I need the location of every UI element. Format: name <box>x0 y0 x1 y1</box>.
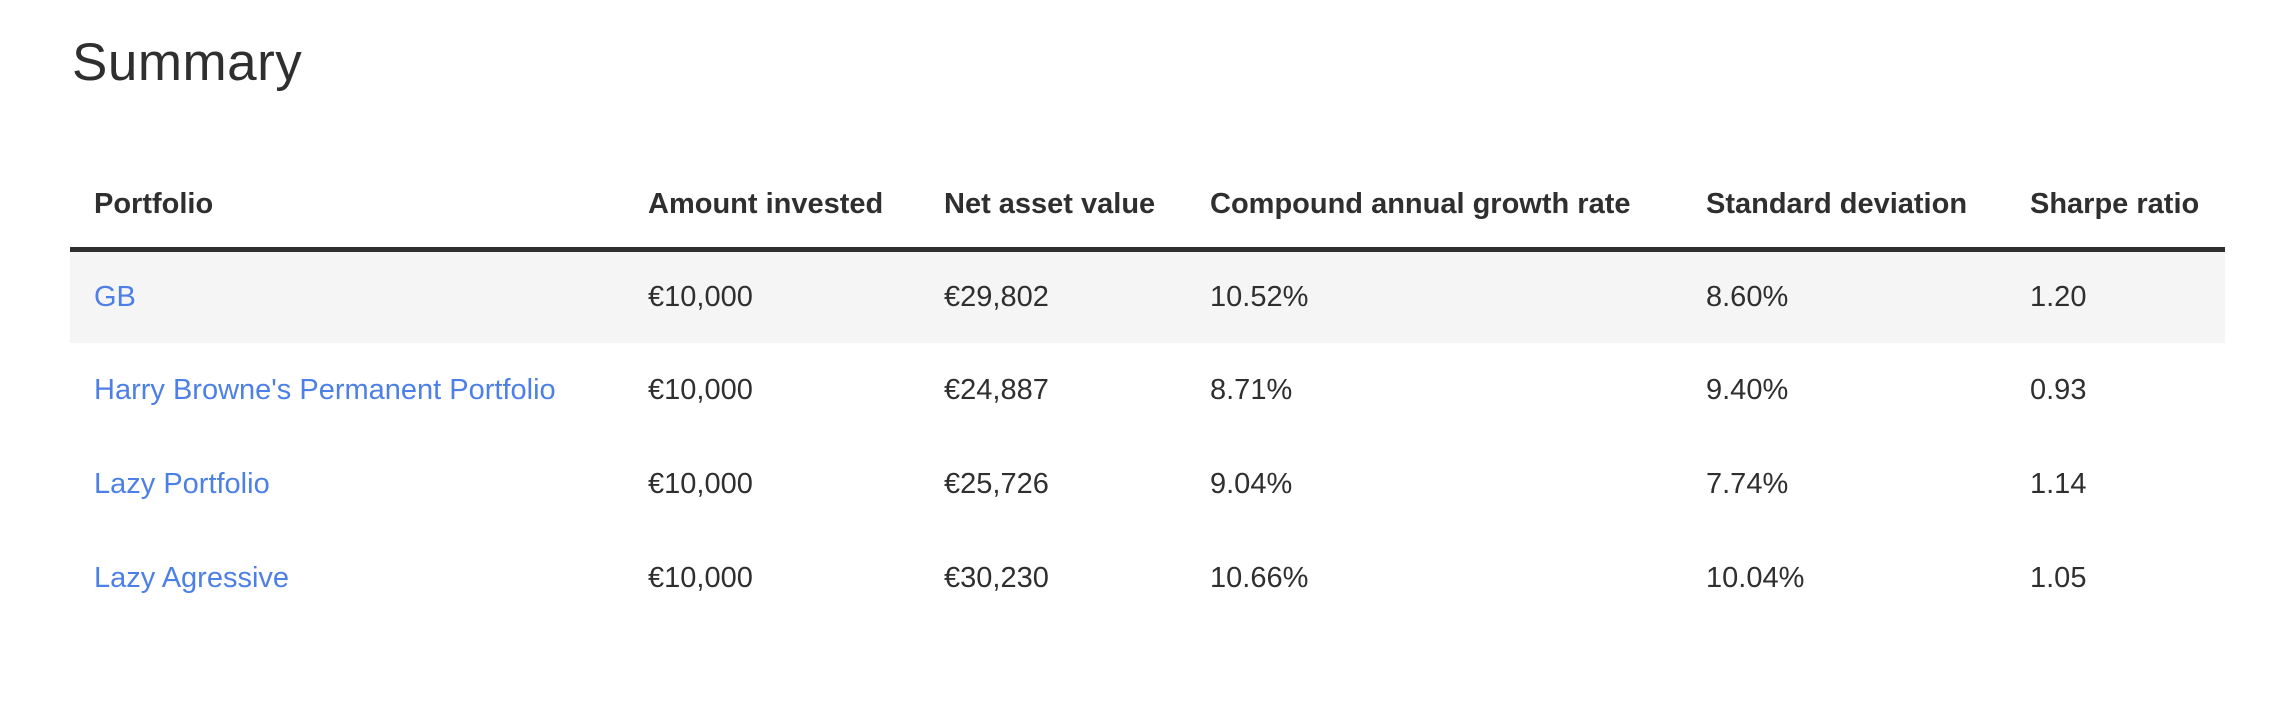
amount-invested-cell: €10,000 <box>648 467 753 500</box>
cagr-cell: 9.04% <box>1210 467 1293 500</box>
column-header-standard-deviation: Standard deviation <box>1682 161 2006 252</box>
column-header-cagr: Compound annual growth rate <box>1186 161 1682 252</box>
cagr-cell: 10.66% <box>1210 561 1309 594</box>
summary-table: Portfolio Amount invested Net asset valu… <box>70 161 2225 625</box>
sharpe-ratio-cell: 1.20 <box>2030 281 2087 313</box>
column-header-portfolio: Portfolio <box>70 161 624 252</box>
portfolio-cell: Harry Browne's Permanent Portfolio <box>70 343 624 437</box>
table-header-row: Portfolio Amount invested Net asset valu… <box>70 161 2225 252</box>
portfolio-cell: GB <box>70 249 624 343</box>
portfolio-link[interactable]: GB <box>94 281 136 313</box>
sharpe-ratio-cell: 0.93 <box>2030 373 2087 406</box>
standard-deviation-cell: 8.60% <box>1706 281 1789 313</box>
net-asset-value-cell: €25,726 <box>944 467 1049 500</box>
amount-invested-cell: €10,000 <box>648 373 753 406</box>
portfolio-link[interactable]: Harry Browne's Permanent Portfolio <box>94 373 556 406</box>
table-row: Lazy Portfolio €10,000 €25,726 9.04% 7.7… <box>70 437 2225 531</box>
column-header-amount-invested: Amount invested <box>624 161 920 252</box>
net-asset-value-cell: €29,802 <box>944 281 1049 313</box>
summary-page: Summary Portfolio Amount invested Net as… <box>70 33 2225 625</box>
amount-invested-cell: €10,000 <box>648 281 753 313</box>
net-asset-value-cell: €24,887 <box>944 373 1049 406</box>
sharpe-ratio-cell: 1.14 <box>2030 467 2087 500</box>
portfolio-cell: Lazy Agressive <box>70 531 624 625</box>
column-header-sharpe-ratio: Sharpe ratio <box>2006 161 2225 252</box>
table-row: Lazy Agressive €10,000 €30,230 10.66% 10… <box>70 531 2225 625</box>
portfolio-link[interactable]: Lazy Agressive <box>94 561 290 594</box>
cagr-cell: 10.52% <box>1210 281 1309 313</box>
table-row: GB €10,000 €29,802 10.52% 8.60% 1.20 <box>70 249 2225 344</box>
cagr-cell: 8.71% <box>1210 373 1293 406</box>
portfolio-cell: Lazy Portfolio <box>70 437 624 531</box>
table-row: Harry Browne's Permanent Portfolio €10,0… <box>70 343 2225 437</box>
standard-deviation-cell: 9.40% <box>1706 373 1789 406</box>
standard-deviation-cell: 10.04% <box>1706 561 1805 594</box>
table-body: GB €10,000 €29,802 10.52% 8.60% 1.20 Har… <box>70 249 2225 625</box>
amount-invested-cell: €10,000 <box>648 561 753 594</box>
portfolio-link[interactable]: Lazy Portfolio <box>94 467 270 500</box>
net-asset-value-cell: €30,230 <box>944 561 1049 594</box>
sharpe-ratio-cell: 1.05 <box>2030 561 2087 594</box>
standard-deviation-cell: 7.74% <box>1706 467 1789 500</box>
column-header-net-asset-value: Net asset value <box>920 161 1186 252</box>
page-title: Summary <box>72 33 303 92</box>
